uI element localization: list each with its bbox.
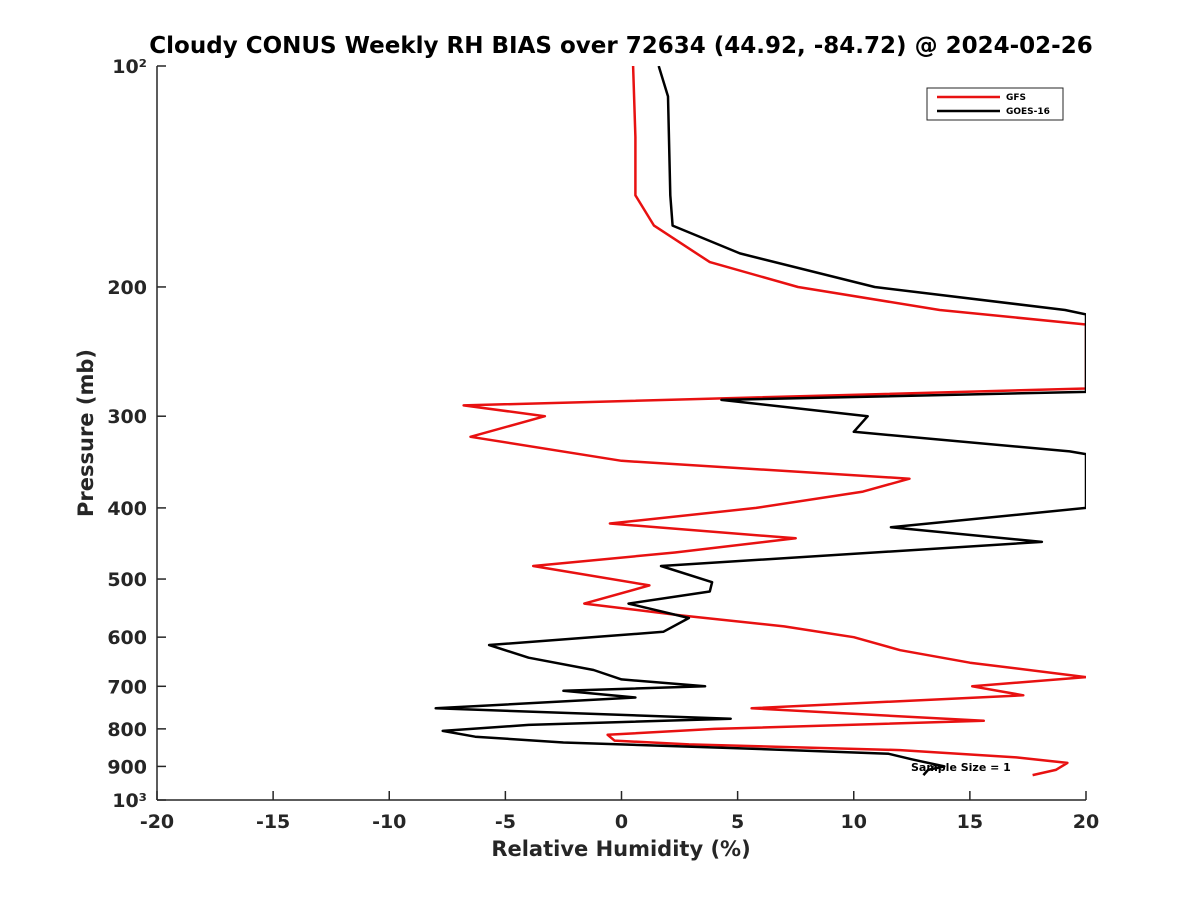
chart-title: Cloudy CONUS Weekly RH BIAS over 72634 (… bbox=[149, 33, 1092, 59]
axes-background bbox=[157, 66, 1086, 800]
x-tick-label: -20 bbox=[140, 811, 174, 833]
x-tick-label: 15 bbox=[957, 811, 983, 833]
y-tick-label: 400 bbox=[107, 498, 147, 520]
y-tick-label: 10² bbox=[112, 56, 147, 78]
y-tick-label: 10³ bbox=[112, 790, 147, 812]
x-tick-label: 0 bbox=[615, 811, 628, 833]
y-tick-label: 900 bbox=[107, 756, 147, 778]
x-tick-label: -10 bbox=[372, 811, 406, 833]
legend-label-goes16: GOES-16 bbox=[1006, 107, 1050, 117]
y-tick-label: 600 bbox=[107, 627, 147, 649]
x-axis-label: Relative Humidity (%) bbox=[491, 837, 750, 861]
series-line-goes16 bbox=[434, 66, 1086, 776]
y-tick-label: 200 bbox=[107, 277, 147, 299]
x-ticks: -20 -15 -10 -5 0 5 10 15 20 bbox=[140, 791, 1099, 833]
legend-label-gfs: GFS bbox=[1006, 93, 1026, 103]
x-tick-label: 5 bbox=[731, 811, 744, 833]
plot-area: -20 -15 -10 -5 0 5 10 15 20 10² 200 300 400 500 600 70… bbox=[107, 56, 1099, 833]
x-tick-label: -5 bbox=[495, 811, 516, 833]
x-tick-label: 20 bbox=[1073, 811, 1099, 833]
y-ticks: 10² 200 300 400 500 600 700 800 900 10³ bbox=[107, 56, 166, 812]
y-tick-label: 300 bbox=[107, 406, 147, 428]
y-axis-label: Pressure (mb) bbox=[74, 349, 98, 517]
legend-box bbox=[926, 87, 1064, 121]
series-line-gfs bbox=[462, 66, 1086, 777]
series-group bbox=[434, 66, 1086, 777]
sample-size-annotation: Sample Size = 1 bbox=[911, 761, 1011, 774]
y-tick-label: 500 bbox=[107, 569, 147, 591]
x-tick-label: -15 bbox=[256, 811, 290, 833]
y-tick-label: 700 bbox=[107, 676, 147, 698]
y-tick-label: 800 bbox=[107, 719, 147, 741]
x-tick-label: 10 bbox=[841, 811, 867, 833]
legend: GFS GOES-16 bbox=[926, 87, 1064, 121]
